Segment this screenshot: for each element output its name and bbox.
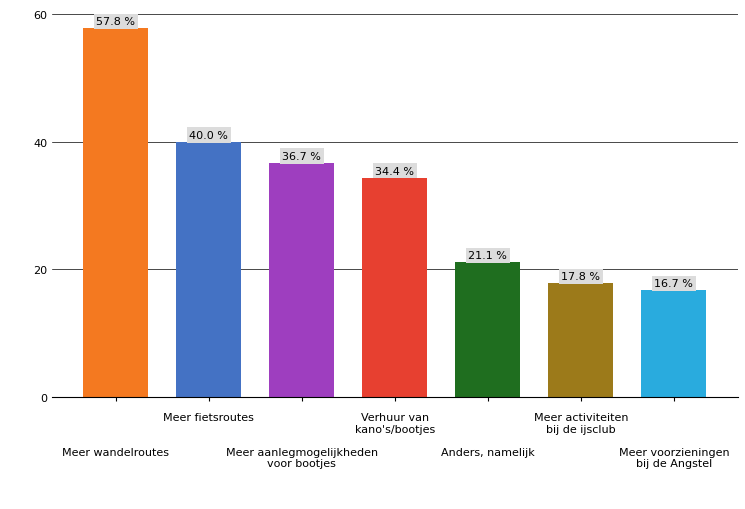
Text: Meer voorzieningen
bij de Angstel: Meer voorzieningen bij de Angstel	[618, 447, 729, 468]
Text: 34.4 %: 34.4 %	[375, 166, 414, 176]
Bar	[177, 143, 241, 397]
Bar	[548, 284, 613, 397]
Text: 36.7 %: 36.7 %	[282, 152, 321, 162]
Text: 17.8 %: 17.8 %	[561, 272, 600, 282]
Text: Verhuur van
kano's/bootjes: Verhuur van kano's/bootjes	[355, 412, 435, 434]
Bar	[362, 178, 428, 397]
Text: Meer fietsroutes: Meer fietsroutes	[163, 412, 254, 422]
Text: 57.8 %: 57.8 %	[96, 17, 136, 27]
Bar	[641, 291, 706, 397]
Text: Meer aanlegmogelijkheden
voor bootjes: Meer aanlegmogelijkheden voor bootjes	[226, 447, 378, 468]
Bar	[83, 29, 148, 397]
Text: 21.1 %: 21.1 %	[469, 251, 507, 261]
Bar	[455, 263, 521, 397]
Text: Anders, namelijk: Anders, namelijk	[441, 447, 535, 457]
Bar	[269, 163, 335, 397]
Text: 16.7 %: 16.7 %	[654, 279, 694, 289]
Text: Meer activiteiten
bij de ijsclub: Meer activiteiten bij de ijsclub	[533, 412, 628, 434]
Text: 40.0 %: 40.0 %	[189, 131, 228, 140]
Text: Meer wandelroutes: Meer wandelroutes	[63, 447, 169, 457]
